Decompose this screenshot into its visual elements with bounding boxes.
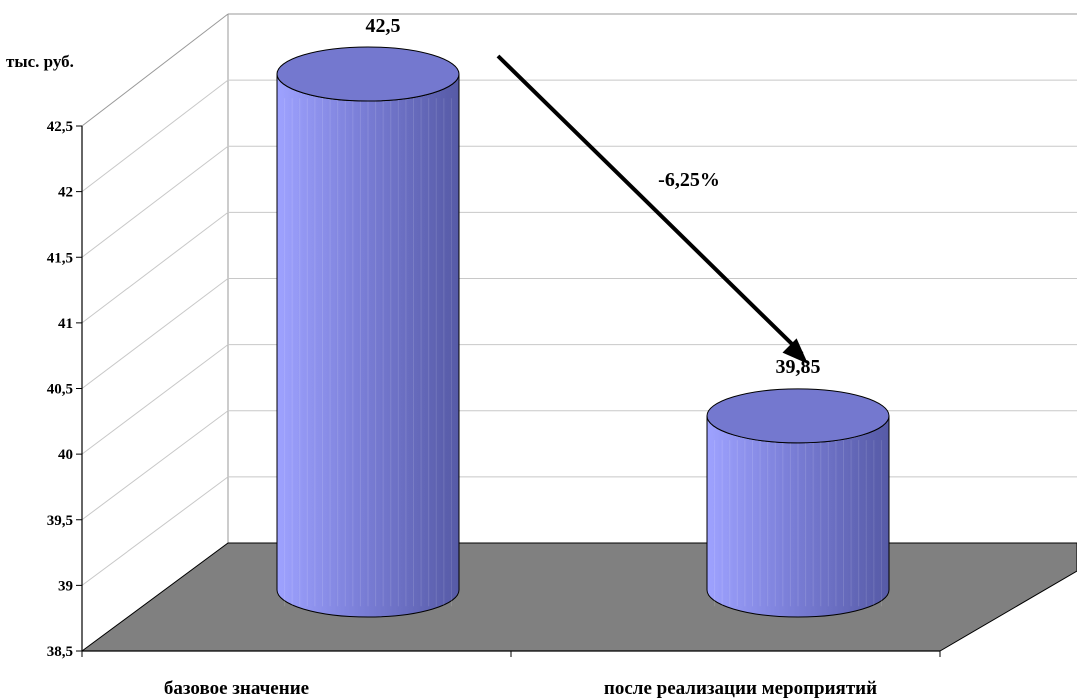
data-label: 39,85 — [776, 356, 821, 378]
change-label: -6,25% — [658, 169, 720, 191]
chart-floor — [80, 542, 1077, 652]
data-label: 42,5 — [366, 15, 401, 37]
change-arrow-head — [782, 338, 808, 364]
y-tick-label: 40 — [58, 447, 73, 463]
gridline-side-1 — [81, 476, 229, 586]
bars — [276, 46, 890, 618]
y-tick-label: 38,5 — [47, 644, 73, 660]
annotation: -6,25% — [496, 54, 808, 364]
gridlines — [81, 79, 1077, 586]
gridline-side-6 — [81, 145, 229, 258]
labels: тыс. руб. 42,5 39,85 базовое значение после … — [6, 15, 877, 698]
y-axis-label: тыс. руб. — [6, 52, 74, 71]
change-arrow-line — [496, 54, 804, 356]
category-label: после реализации мероприятий — [604, 678, 877, 698]
bar-0 — [276, 46, 460, 618]
gridline-side-3 — [81, 344, 229, 455]
y-tick-label: 40,5 — [47, 382, 73, 398]
gridline-side-7 — [81, 79, 229, 193]
bar-top — [706, 388, 890, 444]
y-tick-label: 42,5 — [47, 119, 73, 135]
bar-1 — [706, 388, 890, 618]
category-label: базовое значение — [164, 678, 309, 698]
y-tick-label: 41,5 — [47, 250, 73, 266]
y-tick-label: 39 — [58, 578, 73, 594]
y-tick-label: 41 — [58, 316, 73, 332]
y-tick-label: 39,5 — [47, 513, 73, 529]
gridline-side-5 — [81, 211, 229, 324]
bar-top — [276, 46, 460, 102]
axes: 38,5 39 39,5 40 40,5 41 41,5 42 42,5 — [47, 119, 941, 660]
gridline-side-2 — [81, 410, 229, 521]
side-wall-top-edge — [81, 13, 229, 127]
floor-plane — [80, 542, 1077, 652]
gridline-side-4 — [81, 278, 229, 389]
y-tick-label: 42 — [58, 185, 73, 201]
